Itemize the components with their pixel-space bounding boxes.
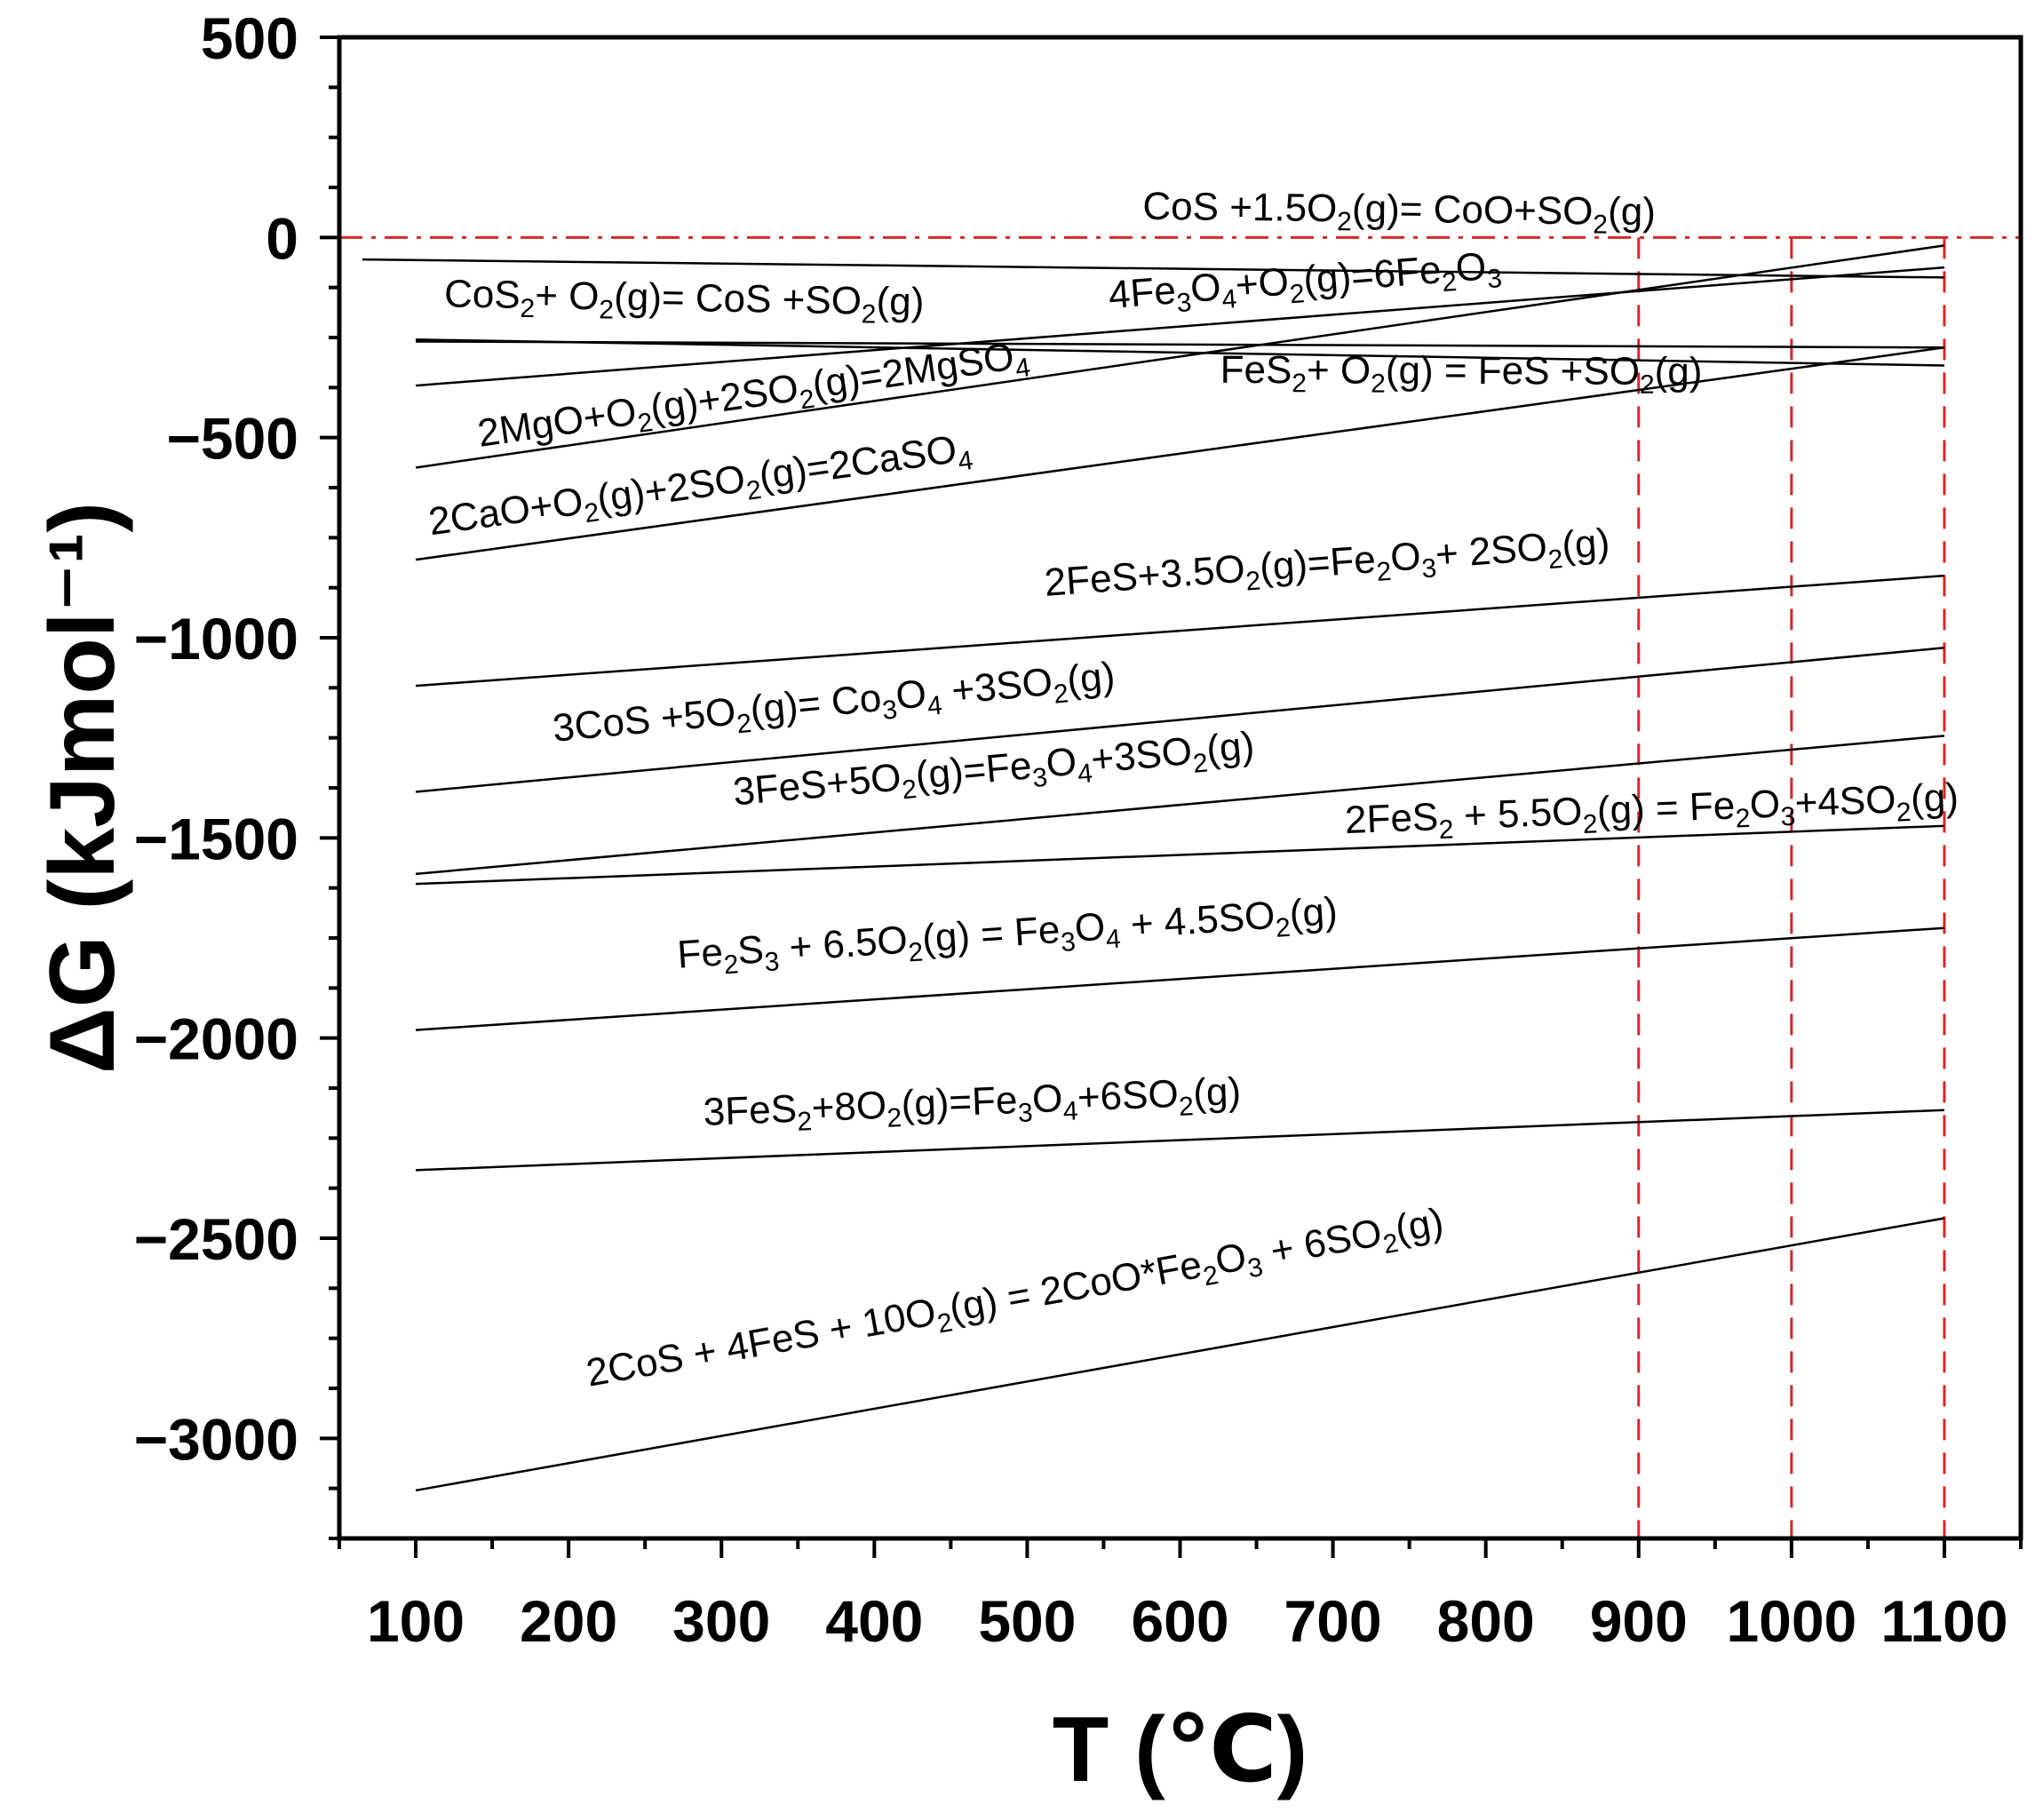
series-line-10 bbox=[415, 824, 1945, 886]
series-label-1: CoS +1.5O2(g)= CoO+SO2(g) bbox=[1142, 185, 1656, 241]
y-tick-label--1000: −1000 bbox=[134, 606, 298, 672]
axis-tick-labels: 100 200 300 400 500 600 700 800 900 1000 1100 500 0 −… bbox=[134, 5, 2008, 1654]
series-line-9 bbox=[415, 735, 1945, 876]
x-tick-label-200: 200 bbox=[520, 1588, 617, 1654]
x-tick-label-1100: 1100 bbox=[1880, 1588, 2007, 1654]
x-tick-label-500: 500 bbox=[978, 1588, 1076, 1654]
axis-ticks bbox=[320, 36, 2023, 1558]
reference-lines bbox=[339, 235, 2021, 1538]
series-line-7 bbox=[415, 574, 1945, 687]
series-line-8 bbox=[415, 647, 1945, 793]
y-tick-label--3000: −3000 bbox=[134, 1406, 298, 1472]
series-line-12 bbox=[415, 1109, 1945, 1172]
series-line-4 bbox=[416, 340, 1944, 349]
series-label-9: 3FeS+5O2(g)=Fe3O4+3SO2(g) bbox=[731, 724, 1257, 821]
series-label-2: 4Fe3O4+O2(g)=6Fe2O3 bbox=[1107, 243, 1503, 323]
x-tick-label-800: 800 bbox=[1437, 1588, 1535, 1654]
series-line-13 bbox=[415, 1217, 1945, 1492]
series-label-11: Fe2S3 + 6.5O2(g) = Fe3O4 + 4.5SO2(g) bbox=[676, 889, 1339, 982]
series-label-13: 2CoS + 4FeS + 10O2(g) = 2CoO*Fe2O3 + 6SO… bbox=[583, 1200, 1448, 1402]
y-tick-label--2000: −2000 bbox=[134, 1006, 298, 1072]
y-tick-label-500: 500 bbox=[201, 5, 298, 71]
x-tick-label-700: 700 bbox=[1284, 1588, 1382, 1654]
series-line-11 bbox=[415, 926, 1945, 1031]
x-tick-label-300: 300 bbox=[672, 1588, 770, 1654]
series-label-10: 2FeS2 + 5.5O2(g) = Fe2O3+4SO2(g) bbox=[1344, 775, 1960, 848]
x-tick-label-100: 100 bbox=[367, 1588, 465, 1654]
series-line-3 bbox=[416, 338, 1944, 367]
y-tick-label--1500: −1500 bbox=[134, 806, 298, 871]
y-tick-label-0: 0 bbox=[266, 205, 298, 271]
series-label-4: FeS2+ O2(g) = FeS +SO2(g) bbox=[1220, 348, 1703, 400]
x-tick-label-600: 600 bbox=[1131, 1588, 1228, 1654]
series-line-2 bbox=[415, 266, 1945, 387]
series-lines bbox=[362, 244, 1945, 1492]
y-axis-title: ΔG (kJmol⁻¹) bbox=[31, 502, 134, 1074]
x-tick-label-400: 400 bbox=[825, 1588, 923, 1654]
y-tick-label--500: −500 bbox=[166, 406, 298, 472]
x-tick-label-900: 900 bbox=[1590, 1588, 1688, 1654]
series-label-7: 2FeS+3.5O2(g)=Fe2O3+ 2SO2(g) bbox=[1043, 521, 1611, 611]
y-tick-label--2500: −2500 bbox=[134, 1206, 298, 1272]
x-tick-label-1000: 1000 bbox=[1726, 1588, 1856, 1654]
series-label-12: 3FeS2+8O2(g)=Fe3O4+6SO2(g) bbox=[703, 1069, 1242, 1140]
series-line-6 bbox=[415, 346, 1945, 561]
series-line-5 bbox=[415, 244, 1945, 469]
series-label-3: CoS2+ O2(g)= CoS +SO2(g) bbox=[444, 272, 925, 330]
series-labels: CoS +1.5O2(g)= CoO+SO2(g)4Fe3O4+O2(g)=6F… bbox=[425, 185, 1960, 1402]
series-line-1 bbox=[362, 258, 1944, 279]
x-axis-title: T (℃) bbox=[1053, 1698, 1308, 1801]
